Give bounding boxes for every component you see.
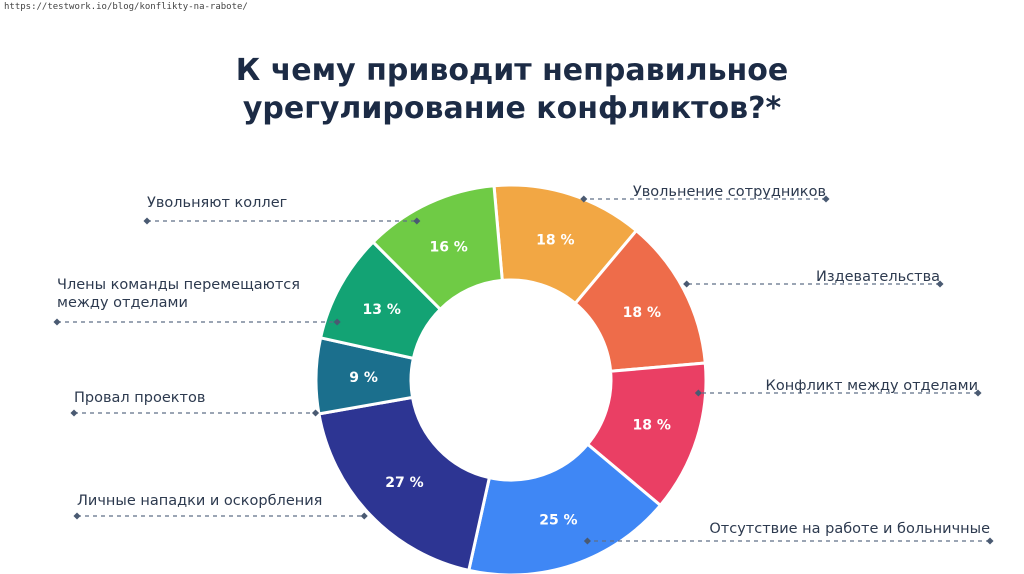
slice-value-label: 27 % <box>385 475 423 491</box>
slice-value-label: 18 % <box>632 417 670 433</box>
category-label-line: между отделами <box>57 295 188 311</box>
leader-marker <box>936 280 944 288</box>
leader-marker <box>986 537 994 545</box>
donut-slice <box>317 395 492 573</box>
category-label-line: Увольняют коллег <box>147 195 288 211</box>
chart-title-line-2: урегулирование конфликтов?* <box>242 91 782 126</box>
category-label-line: Издевательства <box>816 269 940 285</box>
category-label-line: Увольнение сотрудников <box>632 184 826 200</box>
leader-marker <box>974 389 982 397</box>
category-label-line: Личные нападки и оскорбления <box>77 493 323 509</box>
category-label: Провал проектов <box>74 389 205 407</box>
leader-marker <box>143 217 151 225</box>
category-label: Личные нападки и оскорбления <box>77 492 322 510</box>
category-label: Отсутствие на работе и больничные <box>709 520 990 538</box>
slice-value-label: 13 % <box>362 302 400 318</box>
category-label: Конфликт между отделами <box>766 377 978 395</box>
category-label-line: Члены команды перемещаются <box>57 277 300 293</box>
category-label: Издевательства <box>816 268 940 286</box>
leader-marker <box>583 537 591 545</box>
category-label-line: Провал проектов <box>74 390 206 406</box>
category-label: Увольняют коллег <box>147 194 287 212</box>
category-label: Увольнение сотрудников <box>633 183 826 201</box>
slice-value-label: 18 % <box>623 305 661 321</box>
leader-marker <box>580 195 588 203</box>
leader-marker <box>53 318 61 326</box>
leader-marker <box>73 512 81 520</box>
leader-marker <box>312 409 320 417</box>
leader-marker <box>683 280 691 288</box>
leader-marker <box>70 409 78 417</box>
category-label-line: Конфликт между отделами <box>765 378 978 394</box>
slice-value-label: 16 % <box>429 239 467 255</box>
leader-marker <box>333 318 341 326</box>
slice-value-label: 18 % <box>536 232 574 248</box>
category-label: Члены команды перемещаются между отделами <box>57 276 300 312</box>
slice-value-label: 9 % <box>349 370 378 386</box>
slice-value-label: 25 % <box>539 513 577 529</box>
leader-marker <box>360 512 368 520</box>
leader-marker <box>413 217 421 225</box>
donut-slice <box>370 184 504 312</box>
category-label-line: Отсутствие на работе и больничные <box>709 521 990 537</box>
leader-marker <box>694 389 702 397</box>
leader-marker <box>822 195 830 203</box>
source-url: https://testwork.io/blog/konflikty-na-ra… <box>4 2 248 12</box>
chart-title: К чему приводит неправильное урегулирова… <box>0 52 1024 128</box>
chart-title-line-1: К чему приводит неправильное <box>235 53 789 88</box>
